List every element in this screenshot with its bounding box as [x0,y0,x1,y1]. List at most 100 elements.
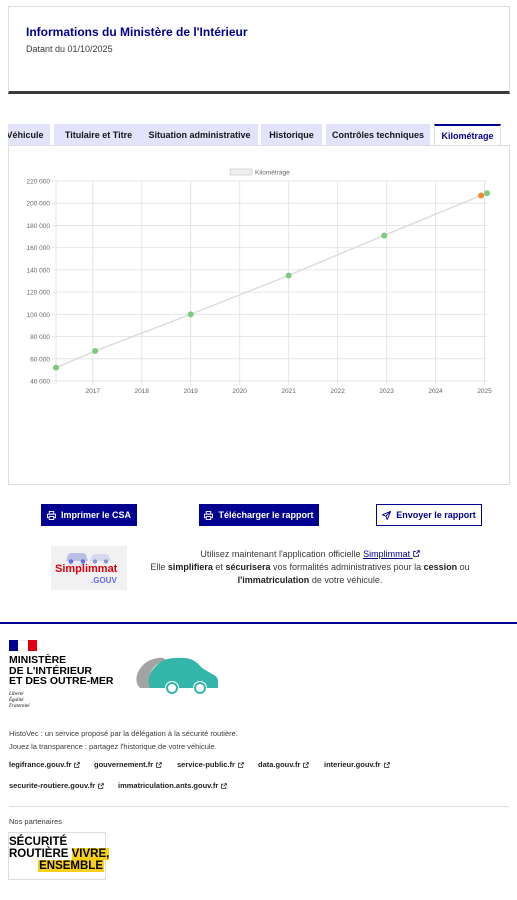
tab-titulaire[interactable]: Titulaire et Titre [54,124,143,146]
y-tick-label: 140 000 [27,267,51,274]
motto-line: Liberté [9,692,24,697]
link-service-public[interactable]: service-public.fr [177,760,244,769]
simplimmat-text-fragment: Elle [150,562,166,572]
ministry-line: MINISTÈRE [9,654,67,666]
republic-motto: Liberté Égalité Fraternité [9,692,69,710]
y-tick-label: 80 000 [30,334,50,341]
securite-routiere-logo[interactable]: SÉCURITÉ ROUTIÈRE VIVRE, ENSEMBLE [8,832,110,880]
link-ants[interactable]: immatriculation.ants.gouv.fr [118,781,228,790]
link-label: gouvernement.fr [94,760,154,769]
link-label: legifrance.gouv.fr [9,760,72,769]
external-link-icon [156,761,162,768]
partner-logo-line: ROUTIÈRE [9,848,69,860]
y-tick-label: 120 000 [27,290,51,297]
link-interieur[interactable]: interieur.gouv.fr [324,760,390,769]
marianne-flag [9,640,37,651]
external-link-icon [303,761,310,768]
info-card: Informations du Ministère de l'Intérieur… [8,6,510,94]
send-icon [382,510,392,520]
cars-icon [66,553,111,564]
partners-label: Nos partenaires [9,817,62,826]
footer-divider [9,806,509,807]
data-point[interactable] [92,348,99,354]
site-footer: MINISTÈRE DE L'INTÉRIEUR ET DES OUTRE-ME… [0,622,517,900]
footer-description: HistoVec : un service proposé par la dél… [9,727,309,753]
kilometrage-chart: 40 000 60 000 80 000 100 000 120 000 140 000 1… [27,168,492,395]
send-report-label: Envoyer le rapport [396,510,476,520]
simplimmat-text-fragment: de votre véhicule. [311,575,383,585]
x-tick-label: 2019 [183,388,198,395]
link-label: data.gouv.fr [258,760,301,769]
tab-controles[interactable]: Contrôles techniques [326,124,430,146]
legend-label[interactable]: Kilométrage [255,170,290,177]
data-point[interactable] [187,311,194,318]
footer-description-line: Jouez la transparence : partagez l'histo… [9,742,217,751]
link-label: interieur.gouv.fr [324,760,381,769]
data-point[interactable] [381,232,388,239]
x-tick-label: 2022 [330,388,345,395]
motto-line: Fraternité [9,704,30,709]
partner-logo-line: SÉCURITÉ [9,836,68,848]
link-gouvernement[interactable]: gouvernement.fr [94,760,162,769]
data-point[interactable] [53,364,59,371]
simplimmat-logo-suffix: .GOUV [91,576,117,585]
page-title: Informations du Ministère de l'Intérieur [26,25,248,39]
link-label: securite-routiere.gouv.fr [9,781,96,790]
x-tick-label: 2020 [232,388,247,395]
external-link-icon [412,550,420,557]
y-tick-label: 100 000 [27,312,51,319]
y-tick-label: 40 000 [30,379,50,386]
download-report-button[interactable]: Télécharger le rapport [199,504,319,526]
simplimmat-text-fragment: et [215,562,223,572]
print-csa-button[interactable]: Imprimer le CSA [41,504,137,526]
tab-vehicule[interactable]: Véhicule [8,124,50,146]
ministry-name[interactable]: MINISTÈRE DE L'INTÉRIEUR ET DES OUTRE-ME… [9,655,129,687]
tab-kilometrage[interactable]: Kilométrage [434,124,501,146]
external-link-icon [383,761,390,768]
send-report-button[interactable]: Envoyer le rapport [376,504,482,526]
simplimmat-link-label: Simplimmat [363,549,411,559]
external-link-icon [98,782,104,789]
data-point[interactable] [484,190,490,197]
y-tick-label: 180 000 [27,223,51,230]
x-tick-label: 2021 [281,388,296,395]
x-tick-label: 2017 [85,388,100,395]
histovec-logo[interactable] [132,652,220,694]
partner-logo-highlight: ENSEMBLE [38,860,104,872]
download-report-label: Télécharger le rapport [218,510,314,520]
simplimmat-link[interactable]: Simplimmat [363,549,420,559]
x-tick-label: 2024 [428,388,443,395]
ministry-line: ET DES OUTRE-MER [9,675,114,687]
partner-logo-highlight: VIVRE, [71,848,110,860]
simplimmat-emphasis: cession [423,562,458,572]
x-tick-label: 2025 [477,388,492,395]
y-tick-label: 160 000 [27,245,51,252]
simplimmat-logo[interactable]: Simplimmat .GOUV [51,546,127,590]
tab-historique[interactable]: Historique [261,124,322,146]
data-point[interactable] [478,192,485,199]
data-point[interactable] [285,272,292,279]
motto-line: Égalité [9,698,24,703]
printer-icon [204,510,214,520]
link-label: immatriculation.ants.gouv.fr [118,781,219,790]
ministry-line: DE L'INTÉRIEUR [9,664,93,677]
external-link-icon [74,761,81,768]
simplimmat-text-fragment: vos formalités administratives pour la [273,562,422,572]
simplimmat-emphasis: sécurisera [225,562,271,572]
link-legifrance[interactable]: legifrance.gouv.fr [9,760,81,769]
footer-description-line: HistoVec : un service proposé par la dél… [9,729,238,738]
link-securite-routiere[interactable]: securite-routiere.gouv.fr [9,781,104,790]
printer-icon [46,510,56,520]
simplimmat-text-fragment: ou [459,562,470,572]
simplimmat-emphasis: l'immatriculation [237,575,310,585]
tab-situation[interactable]: Situation administrative [141,124,258,146]
simplimmat-logo-word: Simplimmat [55,563,118,575]
simplimmat-text: Utilisez maintenant l'application offici… [140,548,480,587]
external-link-icon [238,761,244,768]
link-data-gouv[interactable]: data.gouv.fr [258,760,310,769]
legend-swatch [229,168,253,176]
series-line [55,192,488,369]
link-label: service-public.fr [177,760,235,769]
external-link-icon [221,782,228,789]
y-tick-label: 200 000 [27,201,51,208]
